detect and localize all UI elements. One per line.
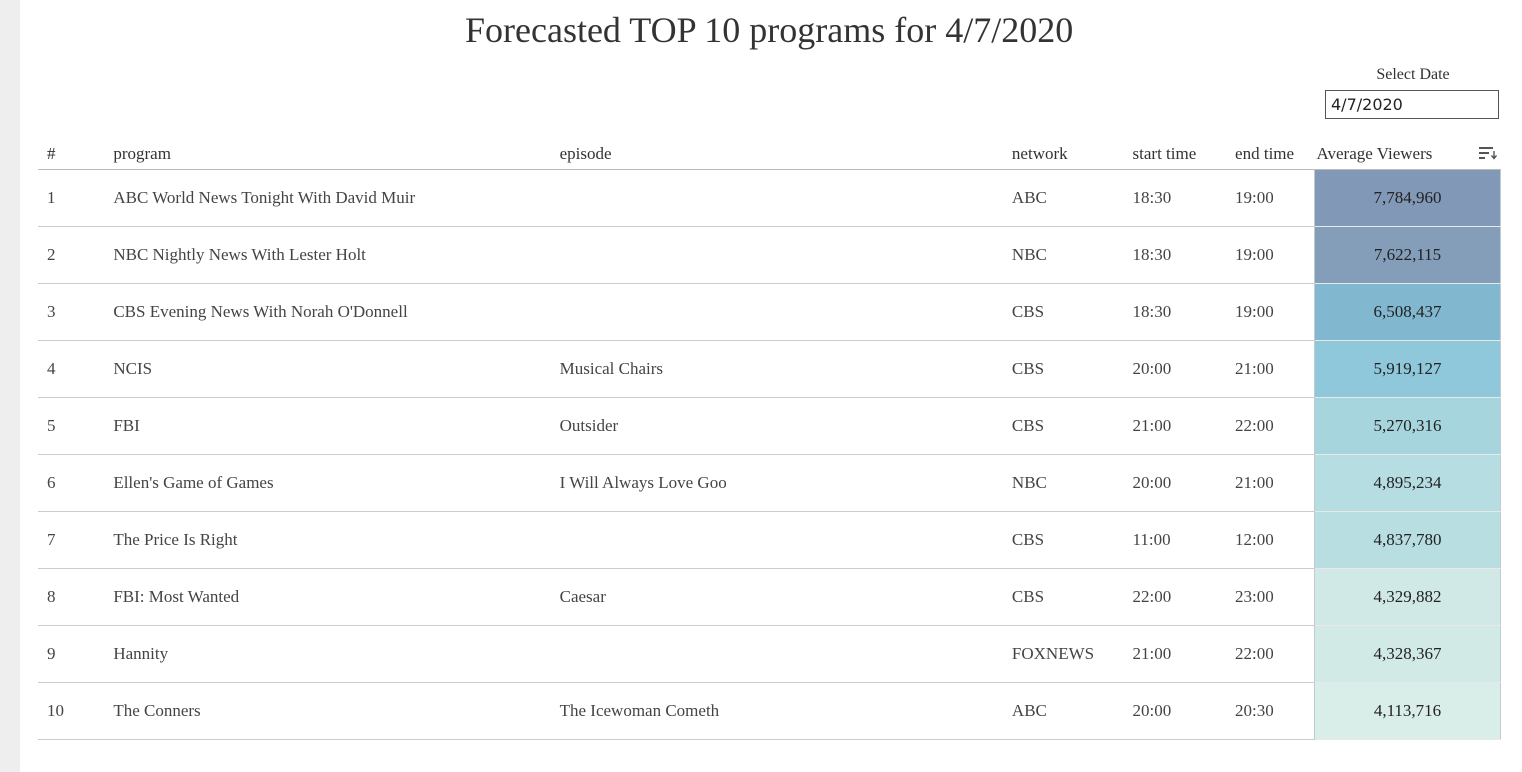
date-picker-input[interactable] [1325,90,1499,119]
cell-episode: The Icewoman Cometh [550,682,1003,740]
cell-average-viewers: 4,329,882 [1314,568,1501,626]
cell-program: CBS Evening News With Norah O'Donnell [104,283,551,341]
cell-program: NBC Nightly News With Lester Holt [104,226,551,284]
header-average-viewers[interactable]: Average Viewers [1314,138,1501,170]
sort-descending-icon[interactable] [1478,146,1497,160]
header-rank[interactable]: # [38,138,105,170]
cell-end-time: 22:00 [1226,625,1315,683]
cell-episode [550,169,1003,227]
cell-network: FOXNEWS [1002,625,1124,683]
cell-end-time: 19:00 [1226,226,1315,284]
header-average-viewers-label: Average Viewers [1316,143,1433,163]
cell-episode [550,511,1003,569]
cell-rank: 4 [38,340,105,398]
cell-network: ABC [1002,682,1124,740]
header-end-time[interactable]: end time [1226,138,1315,170]
cell-end-time: 22:00 [1226,397,1315,455]
cell-program: NCIS [104,340,551,398]
cell-start-time: 20:00 [1123,682,1227,740]
cell-program: Ellen's Game of Games [104,454,551,512]
cell-average-viewers: 7,622,115 [1314,226,1501,284]
cell-average-viewers: 4,113,716 [1314,682,1501,740]
cell-rank: 10 [38,682,105,740]
cell-end-time: 12:00 [1226,511,1315,569]
header-network[interactable]: network [1002,138,1124,170]
cell-rank: 9 [38,625,105,683]
header-start-time[interactable]: start time [1123,138,1227,170]
cell-start-time: 21:00 [1123,397,1227,455]
cell-start-time: 22:00 [1123,568,1227,626]
table-row[interactable]: 3 CBS Evening News With Norah O'Donnell CB… [38,283,1501,341]
cell-episode [550,625,1003,683]
cell-episode: Outsider [550,397,1003,455]
cell-end-time: 19:00 [1226,169,1315,227]
cell-end-time: 21:00 [1226,454,1315,512]
cell-episode [550,226,1003,284]
table-row[interactable]: 6 Ellen's Game of Games I Will Always Love… [38,454,1501,512]
cell-network: NBC [1002,454,1124,512]
cell-network: CBS [1002,511,1124,569]
cell-rank: 7 [38,511,105,569]
table-row[interactable]: 1 ABC World News Tonight With David Muir A… [38,169,1501,227]
cell-network: NBC [1002,226,1124,284]
cell-start-time: 21:00 [1123,625,1227,683]
cell-average-viewers: 5,270,316 [1314,397,1501,455]
cell-rank: 2 [38,226,105,284]
cell-start-time: 18:30 [1123,226,1227,284]
cell-network: CBS [1002,283,1124,341]
cell-episode: Musical Chairs [550,340,1003,398]
cell-episode [550,283,1003,341]
table-row[interactable]: 7 The Price Is Right CBS 11:00 12:00 4,837,78… [38,511,1501,569]
cell-end-time: 21:00 [1226,340,1315,398]
cell-average-viewers: 6,508,437 [1314,283,1501,341]
table-row[interactable]: 5 FBI Outsider CBS 21:00 22:00 5,270,316 [38,397,1501,455]
cell-average-viewers: 7,784,960 [1314,169,1501,227]
cell-network: CBS [1002,340,1124,398]
cell-program: ABC World News Tonight With David Muir [104,169,551,227]
header-episode[interactable]: episode [550,138,1003,170]
date-picker-label: Select Date [1376,66,1450,83]
table-row[interactable]: 8 FBI: Most Wanted Caesar CBS 22:00 23:00 4,32… [38,568,1501,626]
cell-program: FBI [104,397,551,455]
page-title: Forecasted TOP 10 programs for 4/7/2020 [465,10,1074,50]
cell-rank: 1 [38,169,105,227]
cell-rank: 8 [38,568,105,626]
cell-end-time: 20:30 [1226,682,1315,740]
table-row[interactable]: 10 The Conners The Icewoman Cometh ABC 20:00… [38,682,1501,740]
table-row[interactable]: 9 Hannity FOXNEWS 21:00 22:00 4,328,367 [38,625,1501,683]
cell-average-viewers: 4,328,367 [1314,625,1501,683]
cell-start-time: 20:00 [1123,454,1227,512]
cell-episode: Caesar [550,568,1003,626]
left-gutter [0,0,20,772]
cell-end-time: 23:00 [1226,568,1315,626]
table-body: 1 ABC World News Tonight With David Muir A… [38,169,1501,740]
cell-program: FBI: Most Wanted [104,568,551,626]
cell-average-viewers: 4,837,780 [1314,511,1501,569]
cell-start-time: 18:30 [1123,283,1227,341]
table-header-row: # program episode network start time end… [38,138,1501,170]
cell-rank: 3 [38,283,105,341]
table-row[interactable]: 2 NBC Nightly News With Lester Holt NBC 18:… [38,226,1501,284]
cell-program: The Price Is Right [104,511,551,569]
cell-average-viewers: 5,919,127 [1314,340,1501,398]
cell-start-time: 11:00 [1123,511,1227,569]
cell-program: The Conners [104,682,551,740]
cell-end-time: 19:00 [1226,283,1315,341]
cell-network: CBS [1002,397,1124,455]
dashboard-page: Forecasted TOP 10 programs for 4/7/2020 … [20,0,1522,772]
cell-network: ABC [1002,169,1124,227]
cell-episode: I Will Always Love Goo [550,454,1003,512]
cell-rank: 5 [38,397,105,455]
cell-average-viewers: 4,895,234 [1314,454,1501,512]
top-programs-table: # program episode network start time end… [38,138,1501,740]
cell-program: Hannity [104,625,551,683]
cell-start-time: 18:30 [1123,169,1227,227]
header-program[interactable]: program [104,138,551,170]
cell-network: CBS [1002,568,1124,626]
table-row[interactable]: 4 NCIS Musical Chairs CBS 20:00 21:00 5,919,12… [38,340,1501,398]
cell-rank: 6 [38,454,105,512]
cell-start-time: 20:00 [1123,340,1227,398]
